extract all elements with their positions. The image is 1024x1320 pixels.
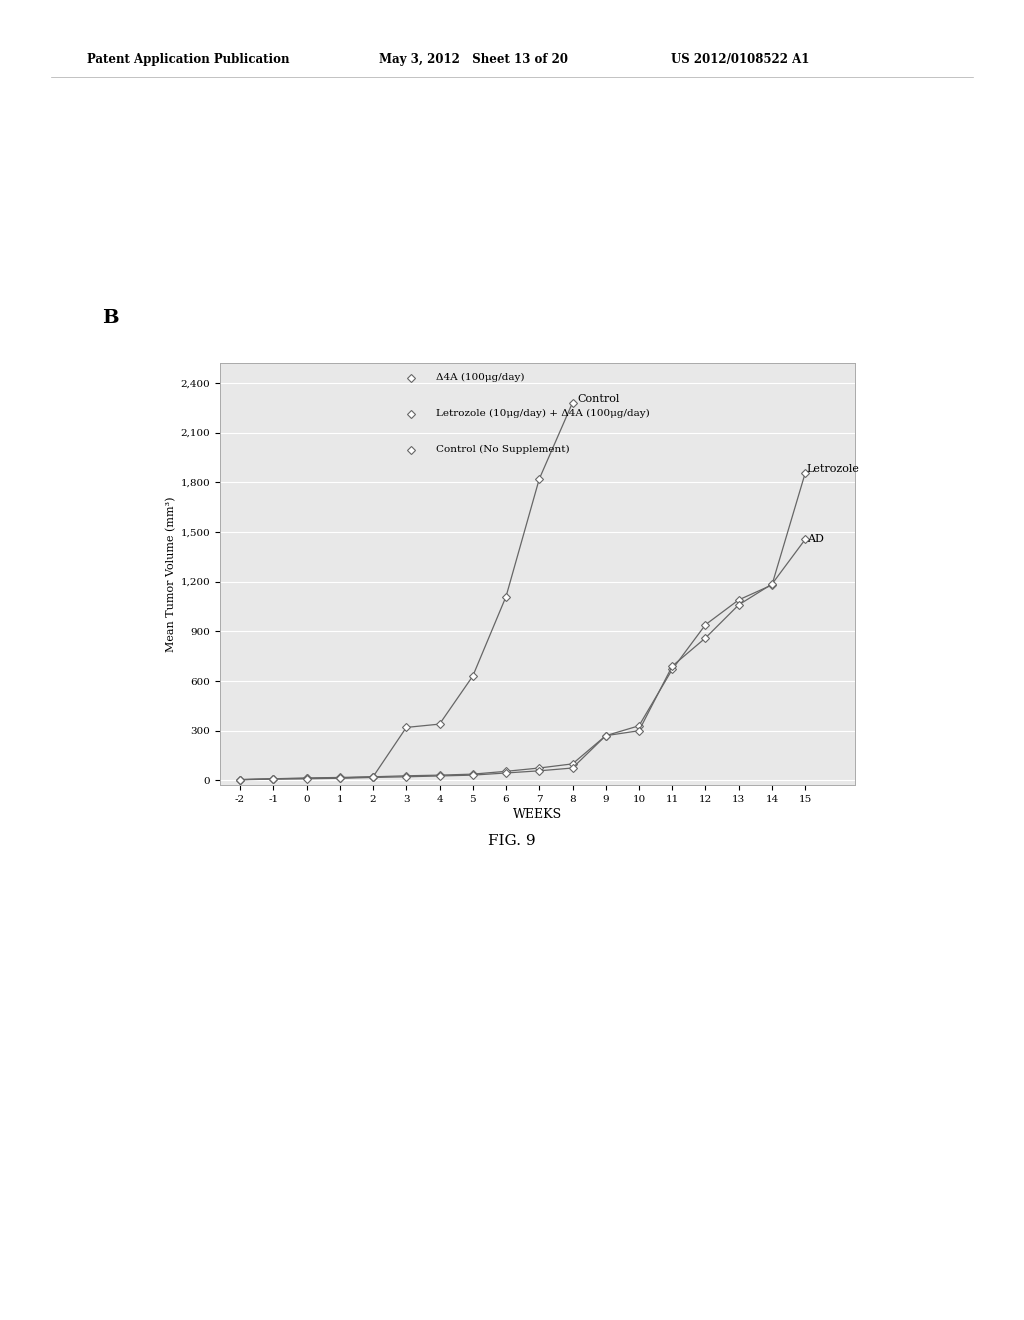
Text: Patent Application Publication: Patent Application Publication <box>87 53 290 66</box>
Text: Control (No Supplement): Control (No Supplement) <box>436 445 569 454</box>
Text: Control: Control <box>578 395 620 404</box>
Text: Δ4A (100μg/day): Δ4A (100μg/day) <box>436 374 524 383</box>
Text: Letrozole (10μg/day) + Δ4A (100μg/day): Letrozole (10μg/day) + Δ4A (100μg/day) <box>436 409 650 418</box>
Text: AD: AD <box>807 533 823 544</box>
Text: FIG. 9: FIG. 9 <box>488 834 536 847</box>
Text: US 2012/0108522 A1: US 2012/0108522 A1 <box>671 53 809 66</box>
Text: May 3, 2012   Sheet 13 of 20: May 3, 2012 Sheet 13 of 20 <box>379 53 568 66</box>
Y-axis label: Mean Tumor Volume (mm³): Mean Tumor Volume (mm³) <box>166 496 176 652</box>
X-axis label: WEEKS: WEEKS <box>513 808 562 821</box>
Text: Letrozole: Letrozole <box>807 465 860 474</box>
Text: B: B <box>102 309 119 327</box>
